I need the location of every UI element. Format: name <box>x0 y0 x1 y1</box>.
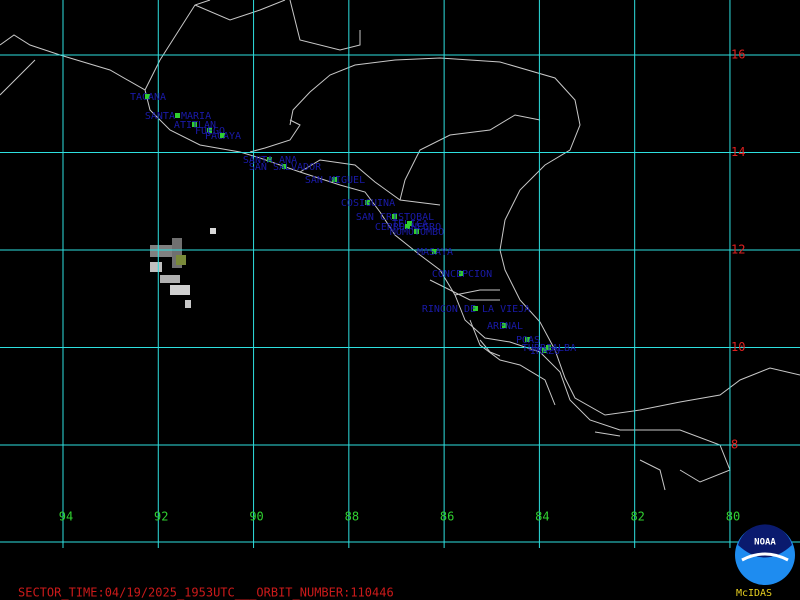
volcano-marker <box>392 214 397 219</box>
latitude-label: 14 <box>731 145 745 159</box>
volcano-marker <box>473 306 478 311</box>
longitude-label: 82 <box>630 510 644 524</box>
volcano-name: SAN SALVADOR <box>249 162 322 173</box>
volcano-name: COSIGUINA <box>341 198 395 209</box>
volcano-name: SAN MIGUEL <box>305 175 365 186</box>
volcano-name: MASAYA <box>417 247 453 258</box>
footer: SECTOR_TIME:04/19/2025_1953UTC___ORBIT_N… <box>18 586 394 600</box>
volcano-name: TURRIALBA <box>522 343 576 354</box>
ash-plume <box>150 228 216 308</box>
volcano-name: CERRO NEGRO <box>375 222 441 233</box>
lat-lon-grid: 16 14 12 10 8 94 92 90 88 86 84 82 80 <box>0 0 800 548</box>
logo-caption: McIDAS <box>736 588 772 599</box>
volcano-name: FUEGO <box>195 126 225 137</box>
volcano-marker <box>542 348 547 353</box>
volcano-marker <box>192 122 197 127</box>
volcano-marker <box>332 177 337 182</box>
longitude-label: 90 <box>249 510 263 524</box>
latitude-label: 12 <box>731 243 745 257</box>
volcano-marker <box>405 224 410 229</box>
volcano-marker <box>414 229 419 234</box>
longitude-label: 80 <box>726 510 740 524</box>
volcano-name: ARENAL <box>487 321 523 332</box>
volcano-name: POAS <box>516 335 540 346</box>
coastlines <box>0 0 800 491</box>
longitude-label: 94 <box>59 510 73 524</box>
volcano-name: CONCEPCION <box>432 269 492 280</box>
latitude-label: 8 <box>731 438 738 452</box>
longitude-label: 88 <box>345 510 359 524</box>
volcano-name: TACANA <box>130 92 166 103</box>
noaa-logo: NOAA McIDAS <box>735 524 795 599</box>
volcano-name: MOMOTOMBO <box>390 227 444 238</box>
volcano-marker <box>365 200 370 205</box>
volcano-marker <box>432 249 437 254</box>
volcano-marker <box>502 323 507 328</box>
volcano-name: IRAZU <box>530 346 560 357</box>
volcano-name: SANTA ANA <box>243 155 297 166</box>
volcano-name: PACAYA <box>205 131 241 142</box>
volcano-marker <box>207 128 212 133</box>
volcano-marker <box>525 337 530 342</box>
logo-text: NOAA <box>754 538 776 548</box>
volcano-marker <box>175 113 180 118</box>
volcano-marker <box>407 221 412 226</box>
volcano-name: SANTA MARIA <box>145 111 211 122</box>
volcano-marker <box>267 157 272 162</box>
volcano-name: ATITLAN <box>174 120 216 131</box>
volcano-name: RINCON DE LA VIEJA <box>422 304 530 315</box>
longitude-label: 86 <box>440 510 454 524</box>
volcano-marker <box>282 164 287 169</box>
volcano-marker <box>145 94 150 99</box>
volcano-marker <box>459 271 464 276</box>
volcano-marker <box>220 133 225 138</box>
latitude-label: 10 <box>731 340 745 354</box>
longitude-label: 92 <box>154 510 168 524</box>
latitude-label: 16 <box>731 48 745 62</box>
longitude-label: 84 <box>535 510 549 524</box>
volcano-marker <box>546 345 551 350</box>
volcano-name: SAN CRISTOBAL <box>356 212 434 223</box>
